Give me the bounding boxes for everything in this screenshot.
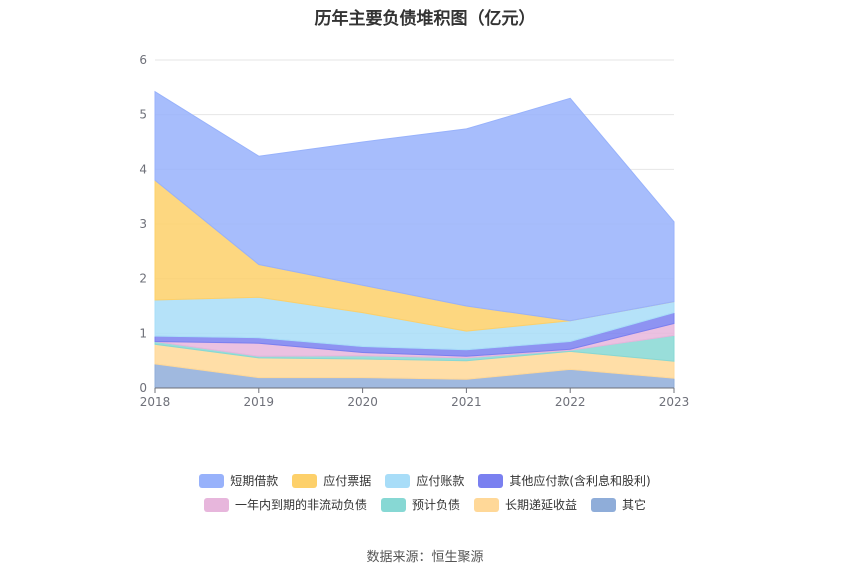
y-tick-label: 6 bbox=[139, 53, 147, 67]
y-tick-label: 2 bbox=[139, 272, 147, 286]
legend-label: 其他应付款(含利息和股利) bbox=[509, 474, 651, 488]
legend-item-应付票据[interactable]: 应付票据 bbox=[292, 472, 371, 489]
y-tick-label: 3 bbox=[139, 217, 147, 231]
legend-swatch bbox=[385, 473, 411, 488]
legend-label: 其它 bbox=[622, 498, 647, 512]
chart-title: 历年主要负债堆积图（亿元） bbox=[314, 9, 536, 29]
legend-item-其他应付款含利息和股利[interactable]: 其他应付款(含利息和股利) bbox=[478, 472, 651, 489]
legend-swatch bbox=[591, 497, 617, 512]
x-tick-label: 2022 bbox=[555, 395, 586, 409]
legend-label: 短期借款 bbox=[230, 474, 279, 488]
legend: 短期借款 应付票据 应付账款 其他应付款(含利息和股利) 一年内到期的非流动负债 预计负债… bbox=[0, 472, 850, 520]
legend-row: 短期借款 应付票据 应付账款 其他应付款(含利息和股利) bbox=[0, 472, 850, 489]
stacked-area-chart: 0 1 2 3 4 5 6 2018 2019 2020 2021 2022 2023 bbox=[139, 53, 689, 409]
legend-item-短期借款[interactable]: 短期借款 bbox=[199, 472, 278, 489]
legend-swatch bbox=[292, 473, 318, 488]
legend-item-长期递延收益[interactable]: 长期递延收益 bbox=[474, 496, 577, 513]
y-tick-label: 4 bbox=[139, 162, 147, 176]
legend-swatch bbox=[380, 497, 406, 512]
legend-item-预计负债[interactable]: 预计负债 bbox=[380, 496, 460, 513]
legend-swatch bbox=[478, 473, 504, 488]
y-tick-label: 1 bbox=[139, 326, 147, 340]
legend-swatch bbox=[199, 473, 225, 488]
legend-label: 应付账款 bbox=[416, 474, 465, 488]
x-tick-label: 2018 bbox=[140, 395, 171, 409]
legend-label: 应付票据 bbox=[323, 474, 372, 488]
legend-swatch bbox=[203, 497, 229, 512]
x-tick-label: 2020 bbox=[347, 395, 378, 409]
axes: 0 1 2 3 4 5 6 2018 2019 2020 2021 2022 2023 bbox=[139, 53, 689, 409]
legend-item-一年内到期的非流动负债[interactable]: 一年内到期的非流动负债 bbox=[203, 496, 367, 513]
legend-item-应付账款[interactable]: 应付账款 bbox=[385, 472, 464, 489]
legend-label: 一年内到期的非流动负债 bbox=[234, 498, 367, 512]
x-tick-label: 2021 bbox=[451, 395, 482, 409]
x-tick-label: 2019 bbox=[244, 395, 275, 409]
source-note: 数据来源：恒生聚源 bbox=[366, 550, 484, 565]
legend-item-其它[interactable]: 其它 bbox=[591, 496, 646, 513]
legend-swatch bbox=[474, 497, 499, 512]
legend-label: 长期递延收益 bbox=[505, 498, 578, 512]
area-series-layer bbox=[154, 90, 675, 389]
area-短期借款[interactable] bbox=[154, 90, 675, 322]
y-tick-label: 0 bbox=[139, 381, 147, 395]
x-tick-label: 2023 bbox=[659, 395, 690, 409]
legend-row: 一年内到期的非流动负债 预计负债 长期递延收益 其它 bbox=[0, 496, 850, 513]
legend-label: 预计负债 bbox=[411, 498, 460, 512]
y-tick-label: 5 bbox=[139, 108, 147, 122]
